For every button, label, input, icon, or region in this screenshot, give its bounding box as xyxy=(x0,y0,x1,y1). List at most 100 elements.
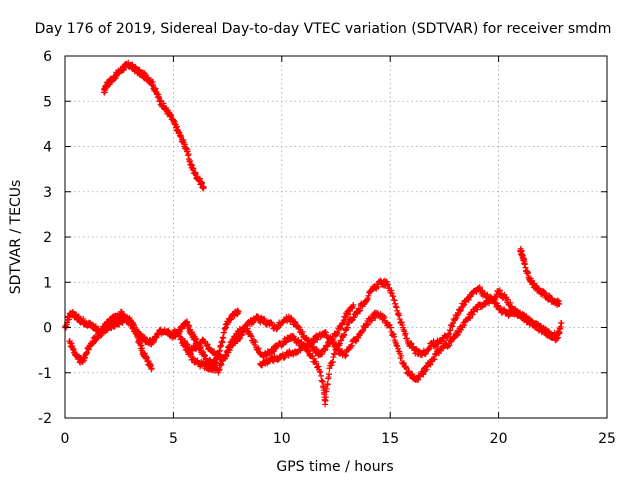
data-point xyxy=(352,338,359,345)
data-point xyxy=(390,293,397,300)
data-point xyxy=(175,330,182,337)
data-point xyxy=(226,347,233,354)
data-point xyxy=(495,302,502,309)
data-point xyxy=(527,317,534,324)
data-point xyxy=(396,316,403,323)
data-point xyxy=(341,313,348,320)
data-point xyxy=(325,341,332,348)
data-point xyxy=(344,324,351,331)
data-point xyxy=(406,368,413,375)
data-point xyxy=(148,365,155,372)
data-point xyxy=(465,314,472,321)
data-point xyxy=(194,357,201,364)
data-point xyxy=(492,294,499,301)
data-point xyxy=(299,328,306,335)
data-point xyxy=(196,175,203,182)
x-axis: 0 5 10 15 20 25 xyxy=(61,56,616,447)
data-point xyxy=(296,324,303,331)
series-arc-2 xyxy=(517,245,563,309)
data-point xyxy=(398,352,405,359)
data-point xyxy=(200,360,207,367)
data-point xyxy=(481,290,488,297)
data-point xyxy=(356,308,363,315)
data-point xyxy=(196,343,203,350)
data-point xyxy=(403,365,410,372)
series-track-b xyxy=(66,314,155,373)
data-point xyxy=(386,321,393,328)
data-point xyxy=(235,336,242,343)
data-point xyxy=(381,314,388,321)
data-point xyxy=(351,314,358,321)
data-point xyxy=(522,314,529,321)
data-point xyxy=(331,351,338,358)
data-point xyxy=(431,356,438,363)
data-point xyxy=(379,281,386,288)
series-track-e xyxy=(430,284,565,350)
data-point xyxy=(403,335,410,342)
y-axis-label: SDTVAR / TECUs xyxy=(8,180,24,295)
data-point xyxy=(357,307,364,314)
y-tick-label: 1 xyxy=(43,275,52,291)
data-point xyxy=(391,333,398,340)
data-point xyxy=(254,313,261,320)
data-point xyxy=(423,366,430,373)
data-point xyxy=(507,299,514,306)
data-point xyxy=(185,151,192,158)
data-point xyxy=(310,355,317,362)
data-point xyxy=(455,329,462,336)
data-point xyxy=(525,269,532,276)
data-point xyxy=(235,308,242,315)
data-point xyxy=(447,327,454,334)
data-point xyxy=(239,331,246,338)
data-point xyxy=(340,332,347,339)
data-point xyxy=(211,348,218,355)
data-point xyxy=(394,311,401,318)
data-point xyxy=(393,304,400,311)
x-tick-label: 5 xyxy=(169,431,178,447)
data-point xyxy=(326,371,333,378)
y-tick-label: 0 xyxy=(43,321,52,337)
data-point xyxy=(247,332,254,339)
data-point xyxy=(495,288,502,295)
data-point xyxy=(315,363,322,370)
data-point xyxy=(239,329,246,336)
data-point xyxy=(461,322,468,329)
x-tick-label: 25 xyxy=(598,431,616,447)
data-point xyxy=(398,319,405,326)
data-point xyxy=(240,328,247,335)
data-point xyxy=(385,281,392,288)
series-track-f xyxy=(181,301,357,364)
data-point xyxy=(336,340,343,347)
data-point xyxy=(359,328,366,335)
series-track-a xyxy=(62,307,242,369)
data-point xyxy=(217,360,224,367)
data-point xyxy=(375,283,382,290)
data-point xyxy=(248,333,255,340)
data-point xyxy=(333,341,340,348)
data-point xyxy=(295,336,302,343)
data-point xyxy=(184,319,191,326)
data-point xyxy=(388,287,395,294)
data-point xyxy=(349,317,356,324)
data-point xyxy=(348,342,355,349)
y-tick-label: 5 xyxy=(43,94,52,110)
data-point xyxy=(512,306,519,313)
data-point xyxy=(372,314,379,321)
data-point xyxy=(469,311,476,318)
data-point xyxy=(461,301,468,308)
data-point xyxy=(313,345,320,352)
data-point xyxy=(324,381,331,388)
data-point xyxy=(399,322,406,329)
data-point xyxy=(216,366,223,373)
data-point xyxy=(543,328,550,335)
data-point xyxy=(334,330,341,337)
data-point xyxy=(365,292,372,299)
x-tick-label: 15 xyxy=(381,431,399,447)
data-points xyxy=(62,59,565,408)
x-axis-label: GPS time / hours xyxy=(276,459,393,475)
data-point xyxy=(178,335,185,342)
data-point xyxy=(267,319,274,326)
data-point xyxy=(342,353,349,360)
data-point xyxy=(338,337,345,344)
